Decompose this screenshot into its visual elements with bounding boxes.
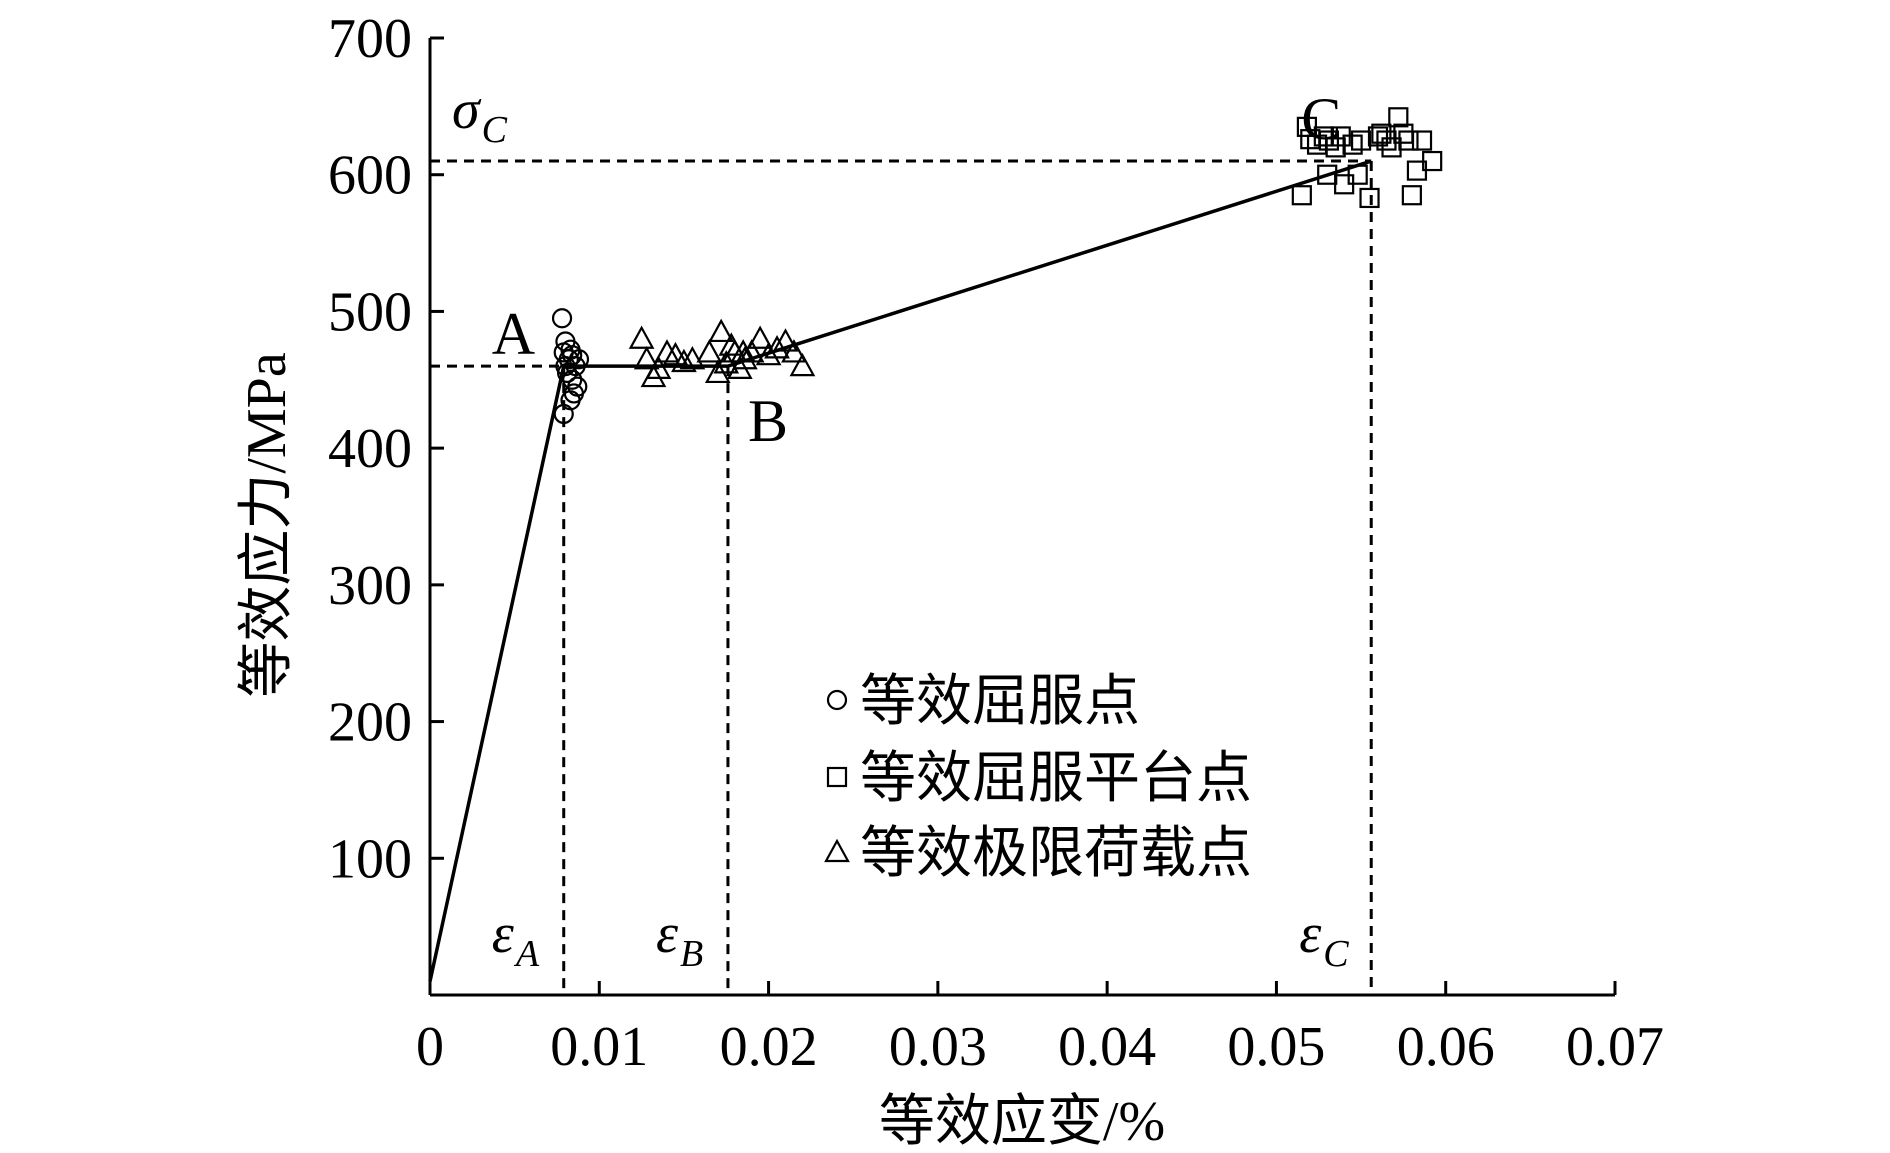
x-tick-label: 0.02 bbox=[720, 1016, 818, 1078]
y-tick-label: 500 bbox=[328, 281, 412, 343]
strain-symbol-labels: εA εB εC bbox=[492, 903, 1350, 975]
x-tick-label: 0.03 bbox=[889, 1016, 987, 1078]
triangle-marker bbox=[679, 345, 706, 370]
strain-label-c: εC bbox=[1299, 903, 1349, 975]
strain-label-a: εA bbox=[492, 903, 540, 975]
strain-subscript: B bbox=[680, 933, 703, 975]
y-tick-label: 600 bbox=[328, 145, 412, 207]
triangle-marker bbox=[781, 339, 807, 363]
y-axis-ticks: 100 200 300 400 500 600 700 bbox=[328, 8, 444, 890]
square-marker bbox=[1347, 164, 1368, 185]
square-marker bbox=[1291, 185, 1312, 206]
point-label-a: A bbox=[492, 301, 535, 367]
x-tick-label: 0.04 bbox=[1058, 1016, 1156, 1078]
triangle-marker bbox=[772, 328, 799, 352]
y-tick-label: 300 bbox=[328, 555, 412, 617]
x-tick-label: 0.07 bbox=[1566, 1016, 1664, 1078]
triangle-marker bbox=[633, 345, 660, 370]
strain-symbol: ε bbox=[656, 903, 679, 965]
triangle-marker bbox=[789, 352, 816, 377]
square-marker bbox=[1318, 130, 1340, 151]
strain-symbol: ε bbox=[492, 903, 515, 965]
strain-subscript: C bbox=[1323, 933, 1349, 975]
circle-marker bbox=[562, 345, 583, 366]
square-marker bbox=[1371, 123, 1392, 144]
legend-circle-marker bbox=[826, 689, 848, 711]
legend-label: 等效屈服点 bbox=[860, 671, 1140, 733]
stress-symbol-label: σC bbox=[452, 79, 508, 151]
square-marker bbox=[1381, 137, 1402, 158]
triangle-marker bbox=[628, 325, 655, 349]
triangle-marker bbox=[645, 355, 672, 379]
square-marker bbox=[1393, 123, 1414, 144]
point-label-b: B bbox=[748, 388, 788, 454]
square-marker bbox=[1422, 150, 1443, 172]
point-label-c: C bbox=[1301, 86, 1341, 152]
square-marker bbox=[1388, 107, 1409, 128]
square-marker bbox=[1401, 185, 1422, 206]
legend-triangle-marker bbox=[824, 838, 850, 863]
square-marker bbox=[1398, 130, 1419, 151]
scatter-markers bbox=[551, 107, 1443, 425]
y-tick-label: 400 bbox=[328, 418, 412, 480]
circle-marker bbox=[551, 308, 573, 329]
fit-line bbox=[428, 159, 1372, 982]
key-point-labels: A B C bbox=[492, 86, 1342, 454]
circle-marker bbox=[562, 369, 583, 390]
triangle-marker bbox=[730, 339, 757, 363]
triangle-marker bbox=[708, 318, 735, 343]
x-tick-label: 0 bbox=[416, 1016, 444, 1078]
strain-subscript: A bbox=[513, 933, 540, 975]
reference-dashed-lines bbox=[430, 159, 1373, 995]
square-marker bbox=[1411, 130, 1433, 151]
triangle-marker bbox=[696, 339, 723, 363]
legend-label: 等效屈服平台点 bbox=[860, 748, 1252, 810]
strain-label-b: εB bbox=[656, 903, 703, 975]
square-marker bbox=[1317, 164, 1338, 185]
triangle-marker bbox=[704, 359, 731, 384]
x-axis-title: 等效应变/% bbox=[879, 1091, 1165, 1153]
y-tick-label: 100 bbox=[328, 828, 412, 890]
x-tick-label: 0.06 bbox=[1397, 1016, 1495, 1078]
triangle-marker bbox=[755, 341, 782, 366]
circle-marker bbox=[567, 376, 588, 397]
y-tick-label: 200 bbox=[328, 692, 412, 754]
y-tick-label: 700 bbox=[328, 8, 412, 70]
legend-label: 等效极限荷载点 bbox=[860, 823, 1252, 885]
square-marker bbox=[1359, 187, 1380, 209]
triangle-marker bbox=[747, 325, 773, 349]
y-axis-title: 等效应力/MPa bbox=[236, 352, 298, 697]
x-tick-label: 0.05 bbox=[1227, 1016, 1325, 1078]
x-axis-ticks: 0 0.01 0.02 0.03 0.04 0.05 0.06 0.07 bbox=[416, 981, 1664, 1078]
legend-square-marker bbox=[826, 766, 848, 788]
x-tick-label: 0.01 bbox=[550, 1016, 648, 1078]
triangle-marker bbox=[671, 348, 697, 373]
strain-symbol: ε bbox=[1299, 903, 1322, 965]
triangle-marker bbox=[732, 345, 758, 370]
triangle-marker bbox=[764, 335, 790, 359]
